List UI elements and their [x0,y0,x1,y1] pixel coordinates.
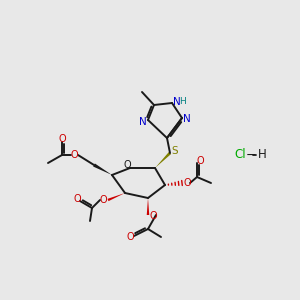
Text: O: O [183,178,191,188]
Polygon shape [155,152,171,168]
Text: O: O [73,194,81,204]
Polygon shape [107,193,125,201]
Text: O: O [99,195,107,205]
Text: O: O [123,160,131,170]
Text: −: − [246,148,256,161]
Text: O: O [149,211,157,221]
Text: N: N [173,97,181,107]
Polygon shape [93,164,112,175]
Polygon shape [147,198,149,215]
Text: H: H [258,148,266,161]
Text: N: N [139,117,147,127]
Text: O: O [196,156,204,166]
Text: H: H [180,98,186,106]
Text: Cl: Cl [234,148,246,161]
Text: S: S [172,146,178,156]
Text: O: O [126,232,134,242]
Text: O: O [58,134,66,144]
Text: O: O [70,150,78,160]
Text: N: N [183,114,191,124]
